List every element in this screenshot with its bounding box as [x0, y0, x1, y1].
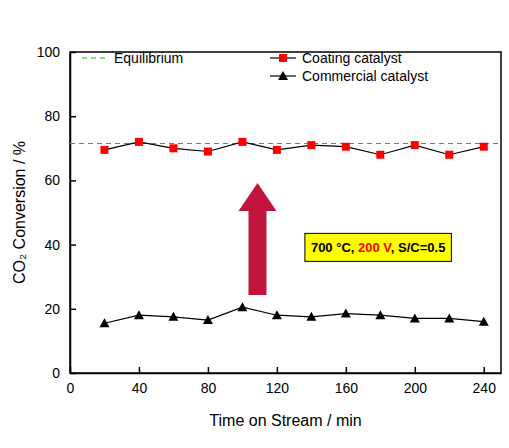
- annotation-part: 200 V: [358, 240, 392, 255]
- point: [238, 138, 246, 146]
- y-tick-label: 80: [44, 108, 60, 124]
- legend-item: Coating catalyst: [270, 50, 402, 66]
- chart: 0 40 80 120 160 200 240 0 20 40 60 80 100 700 °C, 200…: [0, 0, 509, 448]
- legend-item: Commercial catalyst: [270, 68, 428, 84]
- y-tick-label: 0: [52, 365, 60, 381]
- point: [237, 302, 247, 311]
- annotation-text: 700 °C, 200 V, S/C=0.5: [311, 240, 445, 255]
- y-tick-mark: [70, 244, 76, 246]
- series-line: [104, 142, 483, 155]
- point: [134, 310, 144, 319]
- point: [307, 141, 315, 149]
- point: [342, 143, 350, 151]
- legend: Equilibrium Coating catalyst Commercial ca…: [82, 50, 428, 84]
- x-tick-label: 240: [473, 380, 497, 396]
- y-tick-mark: [70, 309, 76, 311]
- x-tick-mark: [346, 367, 348, 373]
- legend-marker: [279, 54, 287, 62]
- annotation-box: [305, 233, 451, 261]
- x-tick: 160: [335, 367, 359, 396]
- annotation-part: 700 °C,: [311, 240, 358, 255]
- point: [375, 310, 385, 319]
- y-axis-title: CO₂ Conversion / %: [11, 141, 28, 284]
- point: [444, 313, 454, 322]
- point: [376, 151, 384, 159]
- x-tick-label: 120: [266, 380, 290, 396]
- point: [479, 317, 489, 326]
- y-tick: 40: [44, 237, 76, 253]
- point: [306, 312, 316, 321]
- point: [99, 318, 109, 327]
- x-tick: 120: [266, 367, 290, 396]
- arrow: [238, 183, 276, 295]
- y-tick: 80: [44, 108, 76, 124]
- x-tick-mark: [208, 367, 210, 373]
- legend-swatch: [82, 57, 108, 58]
- x-axis-title: Time on Stream / min: [209, 412, 361, 429]
- y-tick-label: 60: [44, 172, 60, 188]
- point: [168, 312, 178, 321]
- x-tick-mark: [139, 367, 141, 373]
- legend-item: Equilibrium: [82, 50, 183, 66]
- point: [100, 146, 108, 154]
- x-tick: 80: [201, 367, 217, 396]
- annotation: 700 °C, 200 V, S/C=0.5: [305, 233, 451, 261]
- x-tick: 200: [404, 367, 428, 396]
- legend-marker: [278, 71, 288, 80]
- point: [204, 148, 212, 156]
- point: [203, 315, 213, 324]
- y-tick-mark: [70, 373, 76, 375]
- plot: 0 40 80 120 160 200 240 0 20 40 60 80 100 700 °C, 200…: [37, 44, 502, 396]
- y-tick: 100: [37, 44, 76, 60]
- y-tick-mark: [70, 180, 76, 182]
- point: [135, 138, 143, 146]
- annotation-part: , S/C=0.5: [391, 240, 446, 255]
- x-tick: 240: [473, 367, 497, 396]
- x-axis: 0 40 80 120 160 200 240: [67, 367, 502, 396]
- x-axis-line: [71, 373, 502, 375]
- legend-label: Coating catalyst: [302, 50, 402, 66]
- x-tick-label: 0: [67, 380, 75, 396]
- x-tick-label: 160: [335, 380, 359, 396]
- plot-frame: [70, 52, 501, 373]
- point: [341, 309, 351, 318]
- data-layer: [70, 138, 501, 327]
- legend-label: Commercial catalyst: [302, 68, 428, 84]
- y-tick: 0: [52, 365, 76, 381]
- x-tick-label: 200: [404, 380, 428, 396]
- point: [480, 143, 488, 151]
- y-tick-label: 100: [37, 44, 61, 60]
- y-tick: 60: [44, 172, 76, 188]
- x-tick-label: 40: [132, 380, 148, 396]
- point: [169, 144, 177, 152]
- x-tick: 40: [132, 367, 148, 396]
- point: [411, 141, 419, 149]
- y-tick-mark: [70, 116, 76, 118]
- legend-label: Equilibrium: [114, 50, 183, 66]
- point: [273, 146, 281, 154]
- x-tick-mark: [277, 367, 279, 373]
- x-tick-mark: [415, 367, 417, 373]
- point: [272, 310, 282, 319]
- y-tick-mark: [70, 52, 76, 54]
- x-tick-label: 80: [201, 380, 217, 396]
- y-axis-line: [70, 53, 72, 374]
- y-tick-label: 40: [44, 237, 60, 253]
- point: [410, 313, 420, 322]
- y-tick: 20: [44, 301, 76, 317]
- point: [445, 151, 453, 159]
- y-tick-label: 20: [44, 301, 60, 317]
- x-tick-mark: [484, 367, 486, 373]
- y-axis: 0 20 40 60 80 100: [37, 44, 76, 381]
- series-line: [104, 307, 483, 323]
